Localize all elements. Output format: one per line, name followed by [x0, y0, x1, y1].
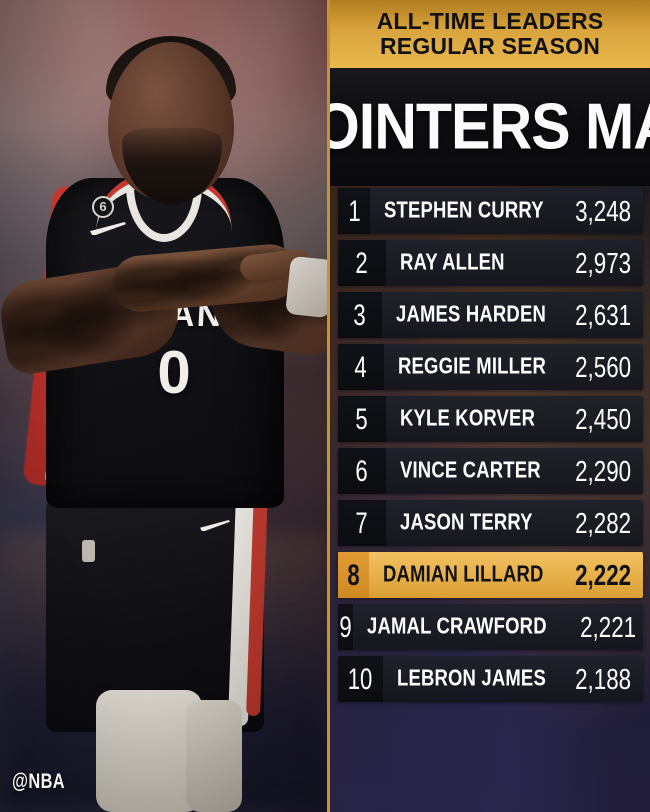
row-value-text: 2,282 [575, 505, 631, 540]
row-player-name-text: JASON TERRY [400, 509, 533, 536]
row-player-name-text: KYLE KORVER [400, 405, 536, 432]
row-rank: 7 [338, 500, 386, 546]
table-row[interactable]: 5 KYLE KORVER 2,450 [338, 396, 643, 442]
row-value: 2,450 [566, 401, 643, 436]
row-player-name: KYLE KORVER [386, 405, 566, 432]
page-title: 3-POINTERS MADE [330, 90, 650, 163]
row-player-name: LEBRON JAMES [383, 665, 566, 692]
row-player-name: VINCE CARTER [386, 457, 566, 484]
row-player-name: STEPHEN CURRY [370, 197, 566, 224]
jersey-patch-six: 6 [92, 196, 114, 218]
table-row[interactable]: 9 JAMAL CRAWFORD 2,221 [338, 604, 643, 650]
row-value: 2,282 [566, 505, 643, 540]
row-player-name-text: JAMES HARDEN [395, 301, 546, 328]
table-row[interactable]: 1 STEPHEN CURRY 3,248 [338, 188, 643, 234]
leaderboard-rows: 1 STEPHEN CURRY 3,248 2 RAY ALLEN 2,973 3 JAMES… [330, 188, 650, 708]
row-value: 2,973 [566, 245, 643, 280]
row-value-text: 2,290 [575, 453, 631, 488]
table-row[interactable]: 6 VINCE CARTER 2,290 [338, 448, 643, 494]
row-rank-text: 6 [355, 453, 369, 487]
leaderboard-panel: ALL-TIME LEADERS REGULAR SEASON 3-POINTE… [327, 0, 650, 812]
row-value-text: 2,221 [580, 609, 637, 644]
photo-vignette [0, 0, 327, 812]
row-rank: 1 [338, 188, 371, 234]
row-rank-text: 9 [339, 609, 352, 643]
row-player-name-text: STEPHEN CURRY [384, 197, 545, 224]
jersey-number: 0 [60, 338, 288, 407]
nike-swoosh-icon-shorts [200, 520, 230, 531]
row-player-name-text: RAY ALLEN [400, 249, 505, 276]
row-player-name-text: DAMIAN LILLARD [383, 561, 545, 588]
row-player-name: JAMAL CRAWFORD [353, 613, 571, 640]
row-rank-text: 8 [347, 557, 360, 591]
table-row[interactable]: 3 JAMES HARDEN 2,631 [338, 292, 643, 338]
row-value-text: 2,188 [575, 661, 631, 696]
row-player-name: JAMES HARDEN [382, 301, 566, 328]
row-player-name: REGGIE MILLER [384, 353, 566, 380]
row-value: 2,221 [571, 609, 648, 644]
row-value: 3,248 [566, 193, 643, 228]
row-player-name-text: JAMAL CRAWFORD [367, 613, 547, 640]
nba-logo-icon [82, 540, 95, 562]
header-line-2: REGULAR SEASON [379, 33, 601, 59]
table-row[interactable]: 4 REGGIE MILLER 2,560 [338, 344, 643, 390]
row-value: 2,631 [566, 297, 643, 332]
table-row[interactable]: 10 LEBRON JAMES 2,188 [338, 656, 643, 702]
row-rank: 9 [338, 604, 354, 650]
row-rank: 10 [338, 656, 383, 702]
table-row[interactable]: 7 JASON TERRY 2,282 [338, 500, 643, 546]
row-rank: 2 [338, 240, 386, 286]
row-rank: 8 [338, 552, 370, 598]
leg-sleeve [96, 690, 202, 812]
row-player-name-text: REGGIE MILLER [397, 353, 546, 380]
row-rank-text: 10 [348, 661, 373, 695]
panel-header: ALL-TIME LEADERS REGULAR SEASON [330, 0, 650, 68]
row-value: 2,188 [566, 661, 643, 696]
row-rank-text: 2 [355, 245, 369, 279]
row-player-name-text: LEBRON JAMES [396, 665, 546, 692]
panel-title-block: 3-POINTERS MADE [330, 68, 650, 186]
row-rank: 6 [338, 448, 386, 494]
row-player-name: RAY ALLEN [386, 249, 566, 276]
nba-watermark: @NBA [12, 770, 66, 793]
row-rank: 3 [338, 292, 382, 338]
row-value-text: 2,450 [575, 401, 631, 436]
leg-sleeve-secondary [186, 700, 242, 812]
row-value-text: 3,248 [575, 193, 631, 228]
row-rank-text: 3 [353, 297, 366, 331]
row-rank-text: 4 [354, 349, 367, 383]
row-value: 2,290 [566, 453, 643, 488]
row-value-text: 2,631 [575, 297, 631, 332]
row-player-name: DAMIAN LILLARD [369, 561, 565, 588]
table-row[interactable]: 2 RAY ALLEN 2,973 [338, 240, 643, 286]
row-value-text: 2,973 [575, 245, 631, 280]
row-player-name-text: VINCE CARTER [400, 457, 541, 484]
row-rank: 4 [338, 344, 384, 390]
header-line-1: ALL-TIME LEADERS [376, 8, 604, 34]
row-value: 2,222 [566, 557, 643, 592]
row-value-text: 2,222 [575, 557, 631, 592]
player-photo: RTLAND 0 6 @NBA [0, 0, 327, 812]
row-rank-text: 7 [355, 505, 369, 539]
table-row[interactable]: 8 DAMIAN LILLARD 2,222 [338, 552, 643, 598]
row-rank-text: 1 [348, 193, 361, 227]
row-rank-text: 5 [355, 401, 369, 435]
row-rank: 5 [338, 396, 386, 442]
row-player-name: JASON TERRY [386, 509, 566, 536]
row-value: 2,560 [566, 349, 643, 384]
row-value-text: 2,560 [575, 349, 631, 384]
